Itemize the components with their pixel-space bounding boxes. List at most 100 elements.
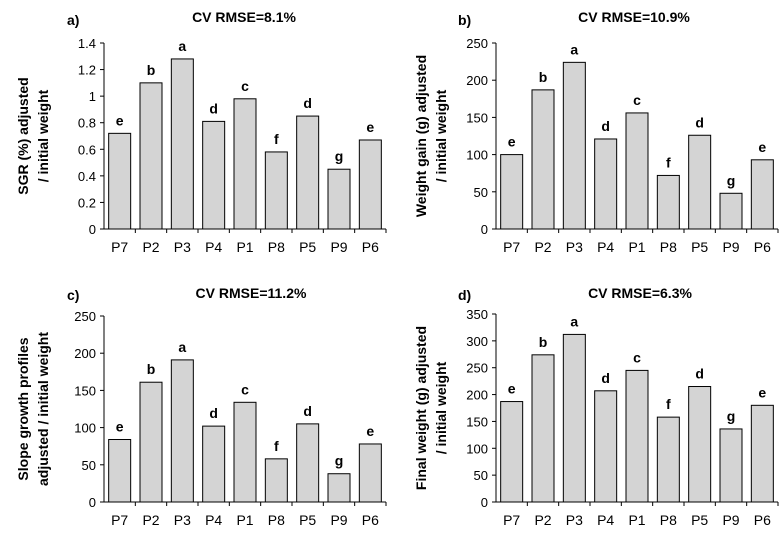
panel-title: CV RMSE=10.9% (578, 9, 690, 25)
significance-letter: g (335, 148, 344, 164)
y-tick-label: 0.8 (78, 116, 96, 131)
y-tick-label: 100 (74, 421, 96, 436)
bar (750, 404, 774, 503)
x-tick-label: P3 (566, 512, 583, 528)
significance-letter: a (178, 339, 186, 355)
y-axis-label: / initial weight (35, 89, 51, 182)
y-tick-label: 0 (481, 222, 488, 237)
significance-letter: c (241, 78, 249, 94)
significance-letter: b (147, 361, 156, 377)
bar (170, 58, 194, 230)
x-tick-label: P8 (660, 512, 677, 528)
bar (296, 423, 320, 503)
significance-letter: a (570, 41, 578, 57)
bar (656, 416, 680, 503)
y-tick-label: 200 (74, 346, 96, 361)
bar (688, 386, 712, 503)
x-tick-label: P3 (174, 512, 191, 528)
bar (531, 354, 555, 503)
y-axis-label: Slope growth profiles (15, 337, 31, 480)
x-tick-label: P1 (628, 239, 645, 255)
bar (500, 154, 524, 230)
significance-letter: e (508, 381, 516, 397)
y-tick-label: 1.4 (78, 36, 96, 51)
x-tick-label: P2 (142, 512, 159, 528)
x-tick-label: P2 (534, 239, 551, 255)
x-tick-label: P4 (597, 512, 614, 528)
significance-letter: b (539, 334, 548, 350)
significance-letter: d (303, 403, 312, 419)
bar (170, 359, 194, 503)
x-tick-label: P4 (205, 512, 222, 528)
y-tick-label: 50 (474, 468, 488, 483)
bar (625, 112, 649, 230)
bar (202, 120, 226, 230)
significance-letter: e (116, 419, 124, 435)
bar (358, 443, 382, 503)
y-tick-label: 0 (481, 495, 488, 510)
bar (264, 151, 288, 230)
y-tick-label: 350 (466, 307, 488, 322)
bar (358, 139, 382, 230)
panel-title: CV RMSE=6.3% (588, 285, 692, 301)
bar (625, 369, 649, 503)
y-tick-label: 150 (466, 110, 488, 125)
y-tick-label: 200 (466, 73, 488, 88)
significance-letter: g (727, 408, 736, 424)
x-tick-label: P8 (268, 239, 285, 255)
significance-letter: e (116, 112, 124, 128)
y-tick-label: 0.4 (78, 169, 96, 184)
y-tick-label: 300 (466, 334, 488, 349)
x-tick-label: P3 (174, 239, 191, 255)
x-tick-label: P2 (534, 512, 551, 528)
significance-letter: f (666, 396, 671, 412)
bar (202, 425, 226, 503)
significance-letter: c (633, 92, 641, 108)
x-tick-label: P8 (268, 512, 285, 528)
x-tick-label: P6 (362, 512, 379, 528)
y-tick-label: 250 (74, 309, 96, 324)
panel-title: CV RMSE=8.1% (192, 9, 296, 25)
x-tick-label: P5 (691, 239, 708, 255)
x-tick-label: P4 (205, 239, 222, 255)
x-tick-label: P6 (362, 239, 379, 255)
significance-letter: b (147, 62, 156, 78)
significance-letter: d (695, 366, 704, 382)
significance-letter: d (209, 100, 218, 116)
y-tick-label: 100 (466, 441, 488, 456)
x-tick-label: P7 (111, 239, 128, 255)
bar (750, 159, 774, 230)
bar (531, 89, 555, 230)
x-tick-label: P9 (722, 239, 739, 255)
x-tick-label: P7 (111, 512, 128, 528)
significance-letter: c (241, 381, 249, 397)
significance-letter: g (727, 172, 736, 188)
significance-letter: c (633, 349, 641, 365)
panel-letter: a) (67, 12, 79, 28)
bar (594, 390, 618, 503)
significance-letter: e (508, 134, 516, 150)
significance-letter: a (570, 313, 578, 329)
significance-letter: d (601, 118, 610, 134)
bar (594, 138, 618, 230)
y-tick-label: 50 (474, 185, 488, 200)
significance-letter: d (209, 405, 218, 421)
bar (296, 115, 320, 230)
x-tick-label: P3 (566, 239, 583, 255)
y-tick-label: 150 (466, 414, 488, 429)
x-tick-label: P1 (236, 512, 253, 528)
y-tick-label: 1 (89, 89, 96, 104)
x-tick-label: P9 (330, 512, 347, 528)
bar (500, 401, 524, 503)
y-tick-label: 50 (82, 458, 96, 473)
bar (108, 439, 132, 503)
bar (139, 381, 163, 503)
significance-letter: f (666, 154, 671, 170)
y-tick-label: 0.6 (78, 142, 96, 157)
significance-letter: d (303, 95, 312, 111)
panel-letter: c) (67, 287, 79, 303)
x-tick-label: P9 (330, 239, 347, 255)
y-tick-label: 250 (466, 36, 488, 51)
